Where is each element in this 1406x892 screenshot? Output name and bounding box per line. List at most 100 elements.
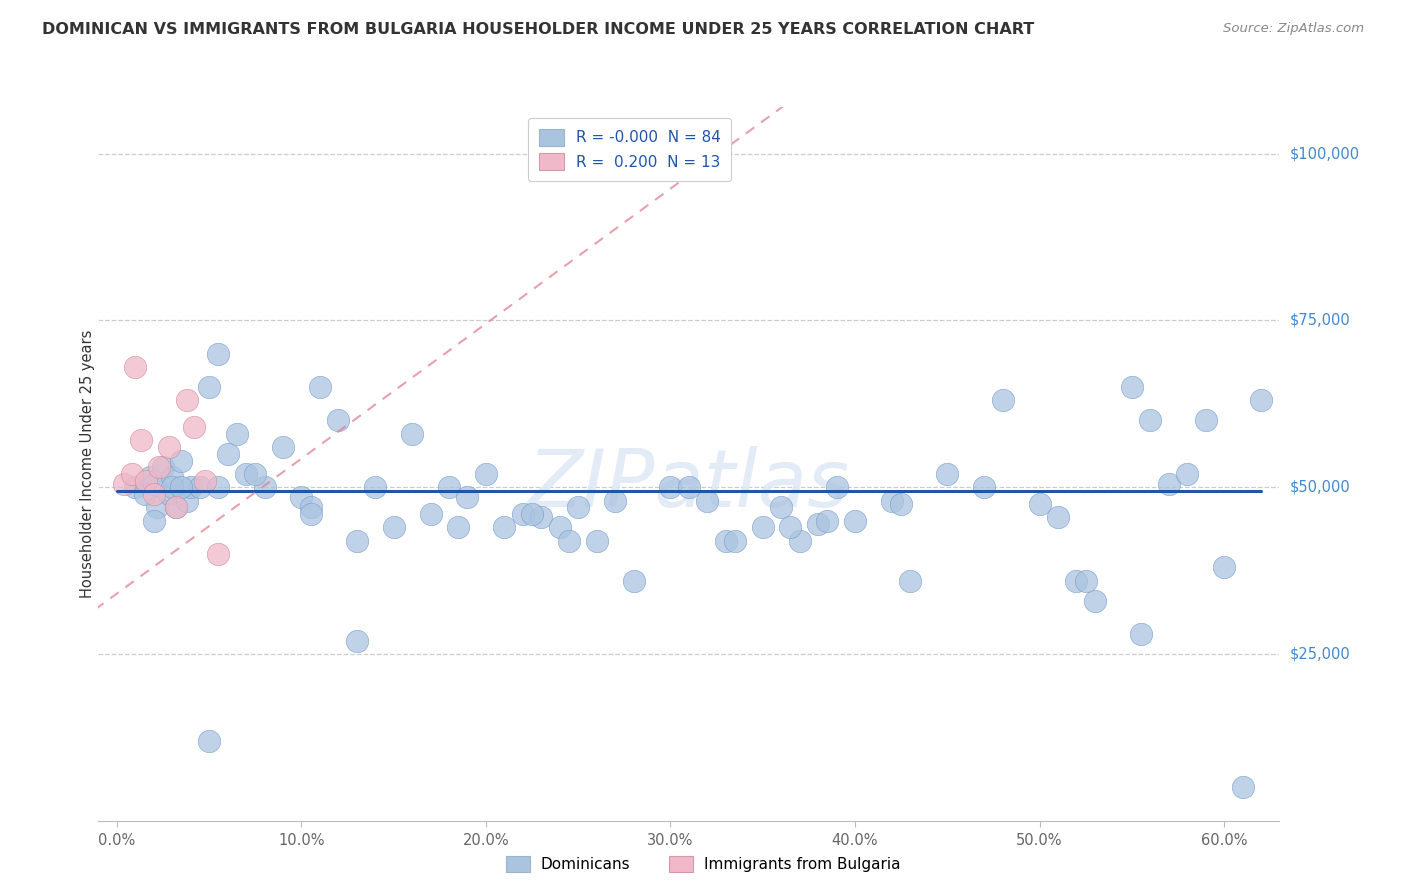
Point [815, 514, 838, 528]
Point [890, 497, 912, 511]
Point [603, 493, 626, 508]
Point [1232, 780, 1254, 795]
Text: Source: ZipAtlas.com: Source: ZipAtlas.com [1223, 22, 1364, 36]
Point [148, 460, 170, 475]
Point [1074, 574, 1097, 588]
Point [844, 514, 866, 528]
Point [180, 480, 202, 494]
Point [558, 533, 581, 548]
Point [382, 520, 405, 534]
Point [623, 574, 645, 588]
Point [299, 507, 322, 521]
Point [1175, 467, 1198, 481]
Point [567, 500, 589, 515]
Point [530, 510, 553, 524]
Point [364, 480, 387, 494]
Point [165, 500, 187, 515]
Point [112, 476, 135, 491]
Point [235, 467, 257, 481]
Point [170, 480, 193, 494]
Point [346, 633, 368, 648]
Point [714, 533, 737, 548]
Point [124, 480, 146, 494]
Point [770, 500, 793, 515]
Point [779, 520, 801, 534]
Point [789, 533, 811, 548]
Point [253, 480, 276, 494]
Point [165, 500, 187, 515]
Point [1028, 497, 1050, 511]
Text: ZIPatlas: ZIPatlas [527, 446, 851, 524]
Point [494, 520, 516, 534]
Point [678, 480, 700, 494]
Point [456, 490, 478, 504]
Point [157, 440, 180, 454]
Point [548, 520, 571, 534]
Point [170, 453, 193, 467]
Point [217, 447, 239, 461]
Point [696, 493, 718, 508]
Point [419, 507, 441, 521]
Point [207, 547, 229, 561]
Point [825, 480, 848, 494]
Point [475, 467, 498, 481]
Point [401, 426, 423, 441]
Point [1157, 476, 1180, 491]
Point [1084, 593, 1107, 607]
Point [124, 360, 146, 375]
Point [198, 733, 221, 747]
Point [152, 460, 174, 475]
Text: $75,000: $75,000 [1289, 313, 1350, 328]
Point [207, 347, 229, 361]
Point [290, 490, 312, 504]
Point [183, 420, 205, 434]
Point [308, 380, 332, 394]
Point [157, 487, 180, 501]
Point [142, 514, 165, 528]
Point [1130, 627, 1153, 641]
Point [146, 500, 169, 515]
Text: DOMINICAN VS IMMIGRANTS FROM BULGARIA HOUSEHOLDER INCOME UNDER 25 YEARS CORRELAT: DOMINICAN VS IMMIGRANTS FROM BULGARIA HO… [42, 22, 1035, 37]
Point [512, 507, 534, 521]
Point [936, 467, 959, 481]
Point [447, 520, 470, 534]
Point [437, 480, 460, 494]
Point [659, 480, 682, 494]
Point [991, 393, 1014, 408]
Point [346, 533, 368, 548]
Point [520, 507, 543, 521]
Point [724, 533, 747, 548]
Point [198, 380, 221, 394]
Point [162, 480, 183, 494]
Point [194, 474, 217, 488]
Point [188, 480, 211, 494]
Point [328, 413, 350, 427]
Legend: R = -0.000  N = 84, R =  0.200  N = 13: R = -0.000 N = 84, R = 0.200 N = 13 [529, 119, 731, 180]
Point [142, 487, 165, 501]
Point [121, 467, 143, 481]
Text: $50,000: $50,000 [1289, 480, 1350, 495]
Point [176, 493, 198, 508]
Point [139, 470, 162, 484]
Point [898, 574, 921, 588]
Point [299, 500, 322, 515]
Point [134, 487, 156, 501]
Legend: Dominicans, Immigrants from Bulgaria: Dominicans, Immigrants from Bulgaria [498, 848, 908, 880]
Point [807, 516, 830, 531]
Point [1250, 393, 1272, 408]
Point [1213, 560, 1236, 574]
Point [135, 474, 157, 488]
Point [751, 520, 773, 534]
Point [225, 426, 247, 441]
Point [271, 440, 294, 454]
Point [880, 493, 903, 508]
Point [245, 467, 267, 481]
Y-axis label: Householder Income Under 25 years: Householder Income Under 25 years [80, 330, 94, 598]
Point [129, 434, 152, 448]
Point [207, 480, 229, 494]
Point [1066, 574, 1088, 588]
Point [176, 393, 198, 408]
Text: $100,000: $100,000 [1289, 146, 1360, 161]
Point [1194, 413, 1216, 427]
Point [162, 470, 183, 484]
